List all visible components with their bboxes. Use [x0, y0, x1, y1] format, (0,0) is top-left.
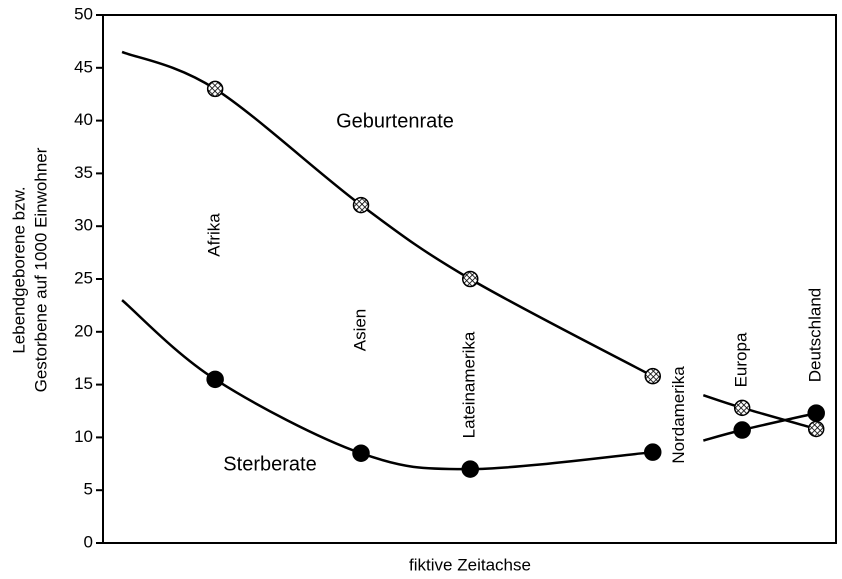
y-tick-label: 50 [74, 4, 93, 23]
region-label: Europa [732, 332, 751, 387]
y-axis-label: Gestorbene auf 1000 Einwohner [31, 147, 50, 392]
series-line [121, 50, 654, 378]
x-axis-label: fiktive Zeitachse [409, 555, 531, 574]
series-line [121, 299, 653, 471]
marker [461, 460, 479, 478]
region-label: Deutschland [806, 288, 825, 383]
y-tick-label: 45 [74, 57, 93, 76]
marker [807, 404, 825, 422]
series-line [702, 411, 817, 442]
y-tick-label: 30 [74, 216, 93, 235]
marker [352, 196, 370, 214]
marker [644, 367, 661, 385]
y-tick-label: 15 [74, 374, 93, 393]
region-label: Nordamerika [669, 366, 688, 464]
series-line [702, 393, 817, 431]
marker [352, 444, 370, 462]
region-label: Lateinamerika [460, 331, 479, 438]
y-tick-label: 25 [74, 268, 93, 287]
marker [461, 270, 479, 288]
marker [206, 370, 224, 389]
y-tick-label: 5 [84, 480, 93, 499]
y-tick-label: 10 [74, 427, 93, 446]
marker [733, 421, 751, 439]
y-tick-label: 40 [74, 110, 93, 129]
marker [807, 420, 825, 438]
marker [644, 443, 662, 461]
marker [733, 399, 751, 417]
y-tick-label: 20 [74, 321, 93, 340]
marker [206, 80, 224, 98]
region-label: Asien [351, 309, 370, 352]
series-label: Geburtenrate [336, 110, 454, 132]
y-tick-label: 35 [74, 163, 93, 182]
y-tick-label: 0 [84, 532, 93, 551]
y-axis-label: Lebendgeborene bzw. [9, 186, 28, 353]
series-label: Sterberate [223, 453, 316, 475]
region-label: Afrika [205, 213, 224, 257]
